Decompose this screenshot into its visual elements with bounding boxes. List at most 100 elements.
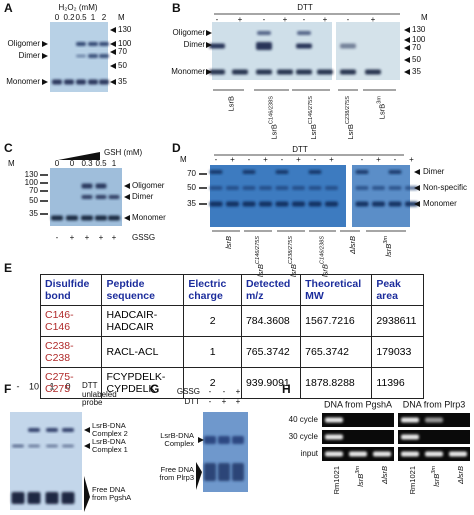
band [405, 201, 418, 207]
arrow [206, 69, 212, 75]
label-base: LsrB [309, 124, 318, 139]
group-label: DNA from PgshA [324, 399, 392, 409]
band [232, 69, 248, 75]
band [99, 79, 109, 85]
band [218, 436, 230, 444]
lane-label: 0.5 [95, 159, 107, 168]
complex-label: Complex 2 [92, 429, 128, 438]
band [425, 417, 443, 423]
arrow [110, 41, 116, 47]
strain-label: lsrB3m [431, 466, 441, 487]
lane-label: + [112, 233, 117, 242]
label-base: ΔlsrB [456, 466, 465, 485]
lane-label: - [216, 15, 219, 24]
strain-label: lsrB3m [355, 466, 365, 487]
strain-label: LsrBC146/275S [308, 96, 318, 140]
lane-label: + [409, 155, 414, 164]
band [88, 42, 98, 46]
arrow [110, 79, 116, 85]
band-label: Oligomer [132, 181, 165, 190]
band [242, 201, 256, 207]
band-label: Dimer [423, 167, 445, 176]
blot [212, 22, 332, 80]
blot [210, 165, 346, 227]
table-cell: 939.9091 [240, 367, 302, 399]
table-row: C238-C238 RACL-ACL 1 765.3742 765.3742 179033 [39, 336, 424, 368]
band [232, 436, 244, 444]
free-dna-label: Free DNA [161, 465, 194, 474]
arrow [42, 79, 48, 85]
arrow [124, 215, 130, 221]
band [204, 436, 216, 444]
ladder-label: 130 [118, 25, 132, 34]
band [296, 43, 312, 49]
band [242, 186, 256, 190]
arrow [404, 57, 410, 63]
lane-label: - [209, 397, 212, 406]
marker-label: M [8, 159, 15, 168]
ladder-label: 70 [29, 186, 38, 195]
arrow [110, 49, 116, 55]
treatment-label: probe [82, 398, 103, 407]
table-cell: 2 [183, 305, 242, 337]
lane-label: + [230, 155, 235, 164]
table-cell: 1 [183, 336, 242, 368]
marker-label: M [118, 13, 125, 22]
band [99, 54, 109, 58]
band [425, 451, 443, 457]
label-base: lsrB [320, 264, 329, 277]
label-superscript: C238/275S [288, 236, 294, 264]
lane-label: + [283, 15, 288, 24]
table-cell: 765.3742 [240, 336, 302, 368]
band [81, 183, 93, 189]
label-base: LsrB [226, 96, 235, 111]
ladder-label: 70 [187, 169, 196, 178]
strain-label: lsrBC146/275S [255, 236, 265, 277]
ladder-label: 70 [118, 47, 127, 56]
band [76, 54, 86, 58]
band [259, 186, 272, 190]
arrow [84, 443, 90, 449]
lane-label: 0.2 [63, 13, 75, 22]
panel-label: A [4, 1, 13, 15]
band [88, 54, 98, 58]
ladder-label: 100 [25, 178, 39, 187]
band [88, 79, 98, 85]
arrow [414, 201, 420, 207]
lane-label: + [329, 155, 334, 164]
lane-label: - [303, 15, 306, 24]
column-header: Theoretical MW [300, 274, 373, 306]
treatment-label: H₂O₂ (mM) [58, 3, 97, 12]
band [355, 201, 369, 207]
label-superscript: C146/275S [255, 236, 261, 264]
strain-label: lsrBC238/275S [288, 236, 298, 277]
panel-label: E [4, 261, 12, 275]
table-cell: 11396 [371, 367, 424, 399]
row-label: 40 cycle [289, 415, 319, 424]
ladder-label: 100 [118, 39, 132, 48]
band [372, 201, 385, 207]
gel [322, 413, 394, 427]
band [108, 215, 120, 221]
label-base: lsrB [356, 474, 365, 487]
band [340, 43, 356, 49]
arrow [414, 169, 420, 175]
arrow [42, 53, 48, 59]
lane-label: + [99, 233, 104, 242]
free-dna-label: from PgshA [92, 493, 131, 502]
band [95, 195, 107, 199]
band-label: Oligomer [8, 39, 41, 48]
lane-label: 1 [112, 159, 117, 168]
lane-label: 0.5 [75, 13, 87, 22]
band [46, 428, 58, 432]
strain-label: LsrB3m [377, 96, 387, 120]
band [365, 69, 381, 75]
arrow [404, 27, 410, 33]
band [325, 417, 343, 423]
strain-label: ΔlsrB [380, 466, 389, 485]
lane-label: 0 [55, 159, 60, 168]
band [275, 186, 289, 190]
peptide-table: Disulfide bond Peptide sequence Electric c… [39, 274, 424, 399]
lane-label: + [371, 15, 376, 24]
lane-label: - [56, 233, 59, 242]
